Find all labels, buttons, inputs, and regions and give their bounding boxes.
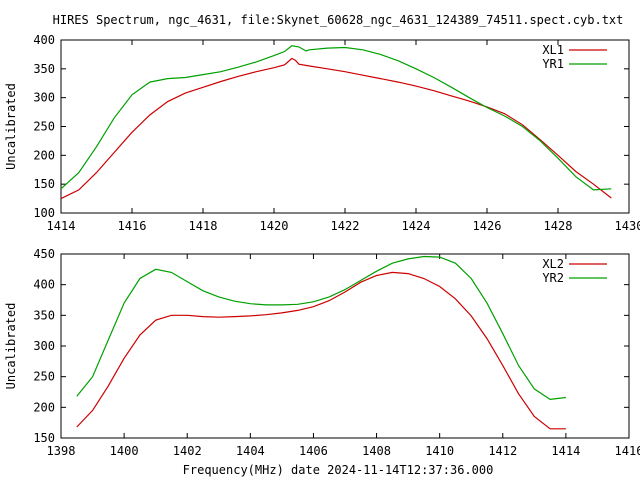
y-tick-label: 200 (33, 148, 55, 162)
x-tick-label: 1414 (551, 444, 580, 458)
legend-label-yr1: YR1 (542, 57, 564, 71)
y-tick-label: 150 (33, 177, 55, 191)
x-tick-label: 1398 (47, 444, 76, 458)
y-tick-label: 100 (33, 206, 55, 220)
y-tick-label: 350 (33, 308, 55, 322)
x-tick-label: 1426 (473, 219, 502, 233)
y-tick-label: 250 (33, 370, 55, 384)
x-tick-label: 1416 (118, 219, 147, 233)
y-tick-label: 200 (33, 400, 55, 414)
y-tick-label: 450 (33, 247, 55, 261)
top-spectrum-panel: 1414 1416 1418 1420 1422 1424 1426 1428 1430 100 1… (4, 33, 640, 233)
series-line-xl1 (60, 57, 612, 200)
x-tick-label: 1400 (110, 444, 139, 458)
y-tick-label: 250 (33, 120, 55, 134)
x-tick-label: 1410 (425, 444, 454, 458)
y-axis-label: Uncalibrated (4, 83, 18, 170)
x-tick-label: 1420 (260, 219, 289, 233)
x-tick-label: 1408 (362, 444, 391, 458)
y-axis-label: Uncalibrated (4, 303, 18, 390)
legend-label-xl1: XL1 (542, 43, 564, 57)
x-tick-label: 1424 (402, 219, 431, 233)
x-tick-label: 1422 (331, 219, 360, 233)
y-tick-label: 350 (33, 62, 55, 76)
series-line-yr2 (76, 255, 566, 401)
x-tick-label: 1402 (173, 444, 202, 458)
x-tick-label: 1414 (47, 219, 76, 233)
legend-label-xl2: XL2 (542, 257, 564, 271)
x-tick-label: 1406 (299, 444, 328, 458)
x-tick-label: 1418 (189, 219, 218, 233)
y-tick-label: 300 (33, 339, 55, 353)
series-line-xl2 (76, 271, 566, 430)
x-tick-label: 1430 (615, 219, 640, 233)
x-tick-label: 1412 (488, 444, 517, 458)
x-tick-label: 1416 (615, 444, 640, 458)
x-tick-label: 1428 (544, 219, 573, 233)
x-tick-label: 1404 (236, 444, 265, 458)
y-tick-label: 400 (33, 33, 55, 47)
bottom-spectrum-panel: 1398 1400 1402 1404 1406 1408 1410 1412 1414 1416… (4, 247, 640, 458)
y-tick-label: 300 (33, 91, 55, 105)
y-tick-label: 150 (33, 431, 55, 445)
y-tick-label: 400 (33, 278, 55, 292)
legend-label-yr2: YR2 (542, 271, 564, 285)
figure-title: HIRES Spectrum, ngc_4631, file:Skynet_60… (53, 13, 624, 27)
series-line-yr1 (60, 45, 612, 191)
x-axis-label: Frequency(MHz) date 2024-11-14T12:37:36.… (183, 463, 494, 477)
